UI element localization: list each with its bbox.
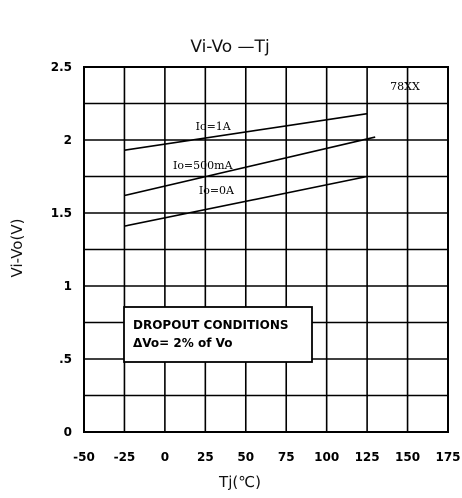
y-tick-label: 2.5 bbox=[51, 60, 72, 74]
series-line bbox=[124, 175, 368, 227]
conditions-line-1: DROPOUT CONDITIONS bbox=[133, 318, 289, 332]
conditions-box bbox=[123, 306, 313, 363]
x-tick-label: 150 bbox=[395, 450, 420, 464]
series-label: Io=0A bbox=[199, 184, 235, 197]
y-tick-label: 1.5 bbox=[51, 206, 72, 220]
y-tick-label: 2 bbox=[64, 133, 72, 147]
conditions-line-2: ΔVo= 2% of Vo bbox=[133, 336, 232, 350]
series-label: Io=500mA bbox=[173, 159, 234, 172]
x-tick-label: 0 bbox=[161, 450, 169, 464]
axes: -50 -25 0 25 50 75 100 125 150 175 0 .5 1 1.5 2 2.5 bbox=[51, 60, 461, 464]
chart-title: Vi-Vo —Tj bbox=[190, 37, 269, 57]
y-tick-label: 1 bbox=[64, 279, 72, 293]
series-label: Io=1A bbox=[196, 120, 232, 133]
series-labels: Io=1A Io=500mA Io=0A bbox=[173, 120, 235, 197]
x-tick-label: 75 bbox=[278, 450, 295, 464]
x-tick-label: 100 bbox=[314, 450, 339, 464]
series-lines bbox=[124, 112, 376, 227]
y-tick-label: .5 bbox=[59, 352, 72, 366]
x-tick-label: 175 bbox=[435, 450, 460, 464]
x-tick-label: 25 bbox=[197, 450, 214, 464]
x-axis-label: Tj(℃) bbox=[218, 473, 261, 491]
x-tick-label: -25 bbox=[114, 450, 136, 464]
series-line bbox=[124, 112, 368, 152]
plot-frame bbox=[83, 66, 449, 433]
x-tick-label: 125 bbox=[355, 450, 380, 464]
x-tick-label: 50 bbox=[237, 450, 254, 464]
device-label: 78XX bbox=[390, 80, 420, 93]
grid bbox=[83, 66, 449, 433]
x-tick-label: -50 bbox=[73, 450, 95, 464]
y-tick-label: 0 bbox=[64, 425, 72, 439]
series-line bbox=[124, 136, 376, 197]
y-axis-label: Vi-Vo(V) bbox=[8, 219, 26, 278]
